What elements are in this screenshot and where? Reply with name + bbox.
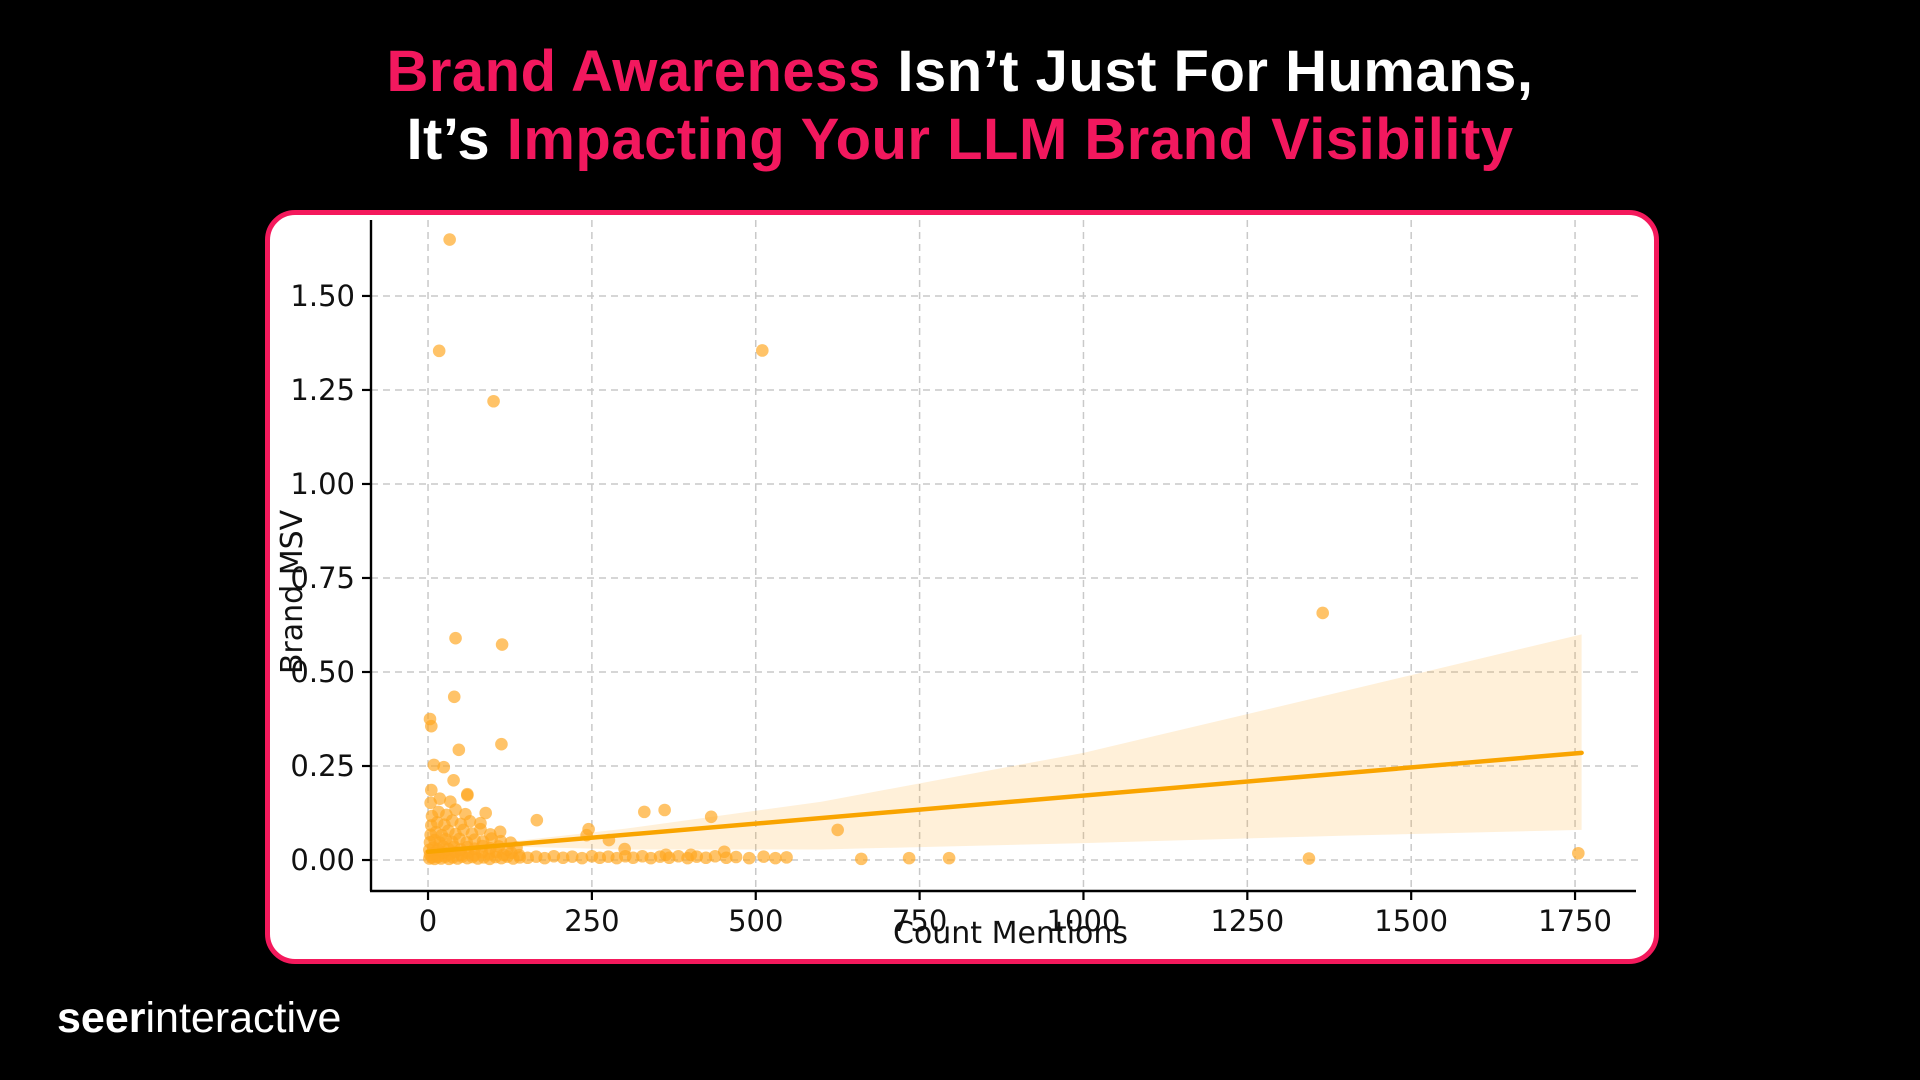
confidence-band [506, 634, 1582, 850]
svg-text:500: 500 [728, 904, 783, 938]
title-line-2: It’s Impacting Your LLM Brand Visibility [0, 106, 1920, 174]
title-rest-1: Isn’t Just For Humans, [880, 39, 1534, 104]
scatter-points [423, 233, 1585, 866]
logo-bold-text: seer [57, 994, 146, 1042]
svg-text:1750: 1750 [1538, 904, 1612, 938]
svg-text:1.25: 1.25 [290, 373, 355, 407]
chart-card: 0 250 500 750 1000 1250 1500 1750 0.00 0.25 0.50 0.… [265, 210, 1659, 964]
svg-text:1.00: 1.00 [290, 467, 355, 501]
svg-text:1500: 1500 [1374, 904, 1448, 938]
svg-text:0.50: 0.50 [290, 655, 355, 689]
page-title: Brand Awareness Isn’t Just For Humans, I… [0, 38, 1920, 174]
svg-text:1250: 1250 [1210, 904, 1284, 938]
svg-text:0.00: 0.00 [290, 843, 355, 877]
svg-text:1000: 1000 [1047, 904, 1121, 938]
axes-spines [369, 220, 1636, 893]
svg-text:1.50: 1.50 [290, 279, 355, 313]
svg-text:0.25: 0.25 [290, 749, 355, 783]
svg-text:0.75: 0.75 [290, 561, 355, 595]
title-prefix-2: It’s [406, 107, 507, 172]
title-line-1: Brand Awareness Isn’t Just For Humans, [0, 38, 1920, 106]
tick-labels: 0 250 500 750 1000 1250 1500 1750 0.00 0.25 0.50 0.… [290, 279, 1612, 938]
tick-marks [362, 294, 1577, 900]
title-accent-1: Brand Awareness [386, 39, 881, 104]
svg-text:0: 0 [419, 904, 437, 938]
svg-text:250: 250 [564, 904, 619, 938]
y-axis-label: Brand MSV [275, 509, 310, 674]
title-accent-2: Impacting Your LLM Brand Visibility [506, 107, 1514, 172]
regression-line [425, 750, 1584, 854]
logo-light-text: interactive [145, 994, 342, 1042]
scatter-chart: 0 250 500 750 1000 1250 1500 1750 0.00 0.25 0.50 0.… [275, 220, 1640, 951]
svg-text:750: 750 [892, 904, 947, 938]
seer-interactive-logo: seerinteractive [57, 994, 341, 1043]
x-axis-label: Count Mentions [893, 916, 1128, 951]
